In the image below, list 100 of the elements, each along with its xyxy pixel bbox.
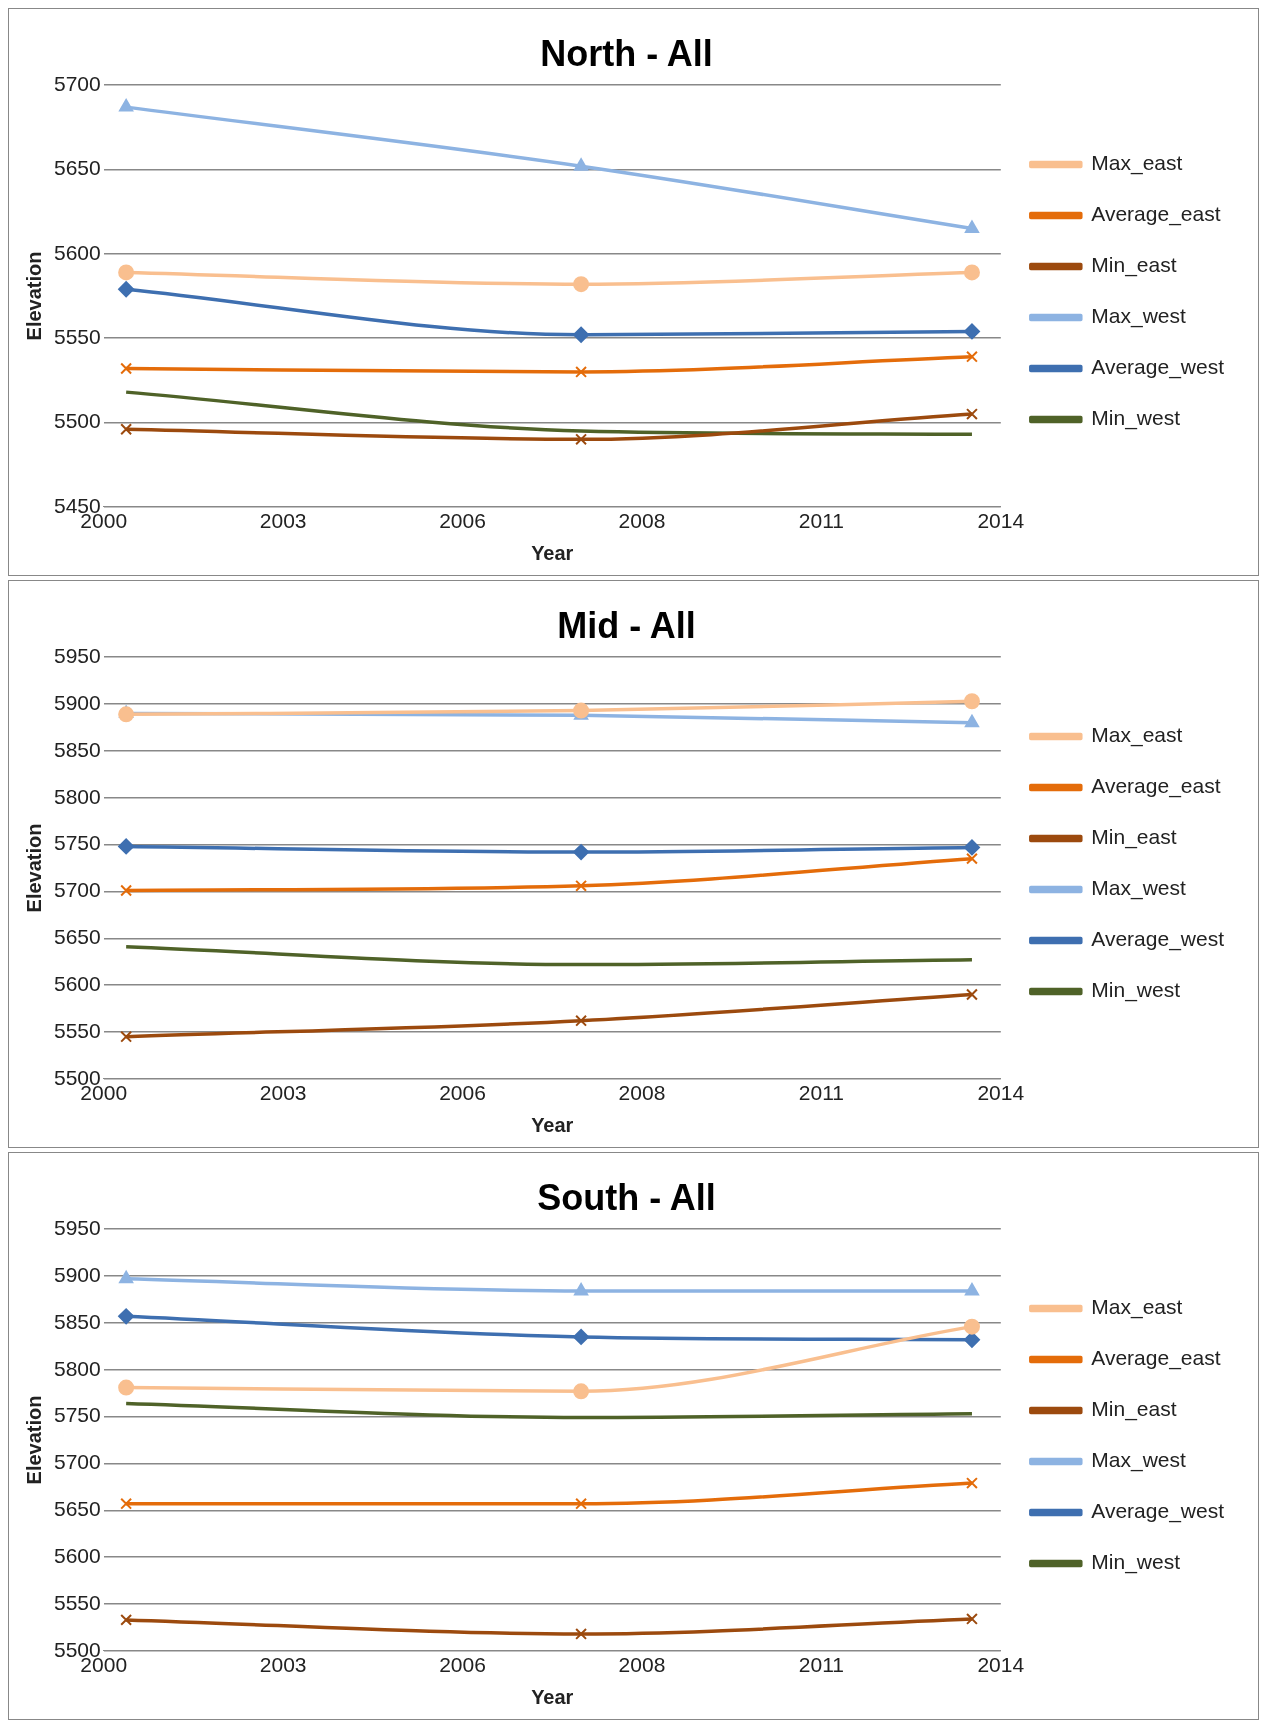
y-tick-label: 5650 xyxy=(54,1497,101,1521)
legend-label: Min_east xyxy=(1091,1397,1177,1422)
legend-label: Max_east xyxy=(1091,151,1183,176)
legend-label: Average_west xyxy=(1091,355,1225,380)
x-tick-label: 2003 xyxy=(259,509,307,533)
point xyxy=(964,714,980,728)
point xyxy=(118,264,135,281)
y-tick-label: 5700 xyxy=(54,878,101,902)
x-tick-label: 2008 xyxy=(618,509,666,533)
legend-label: Max_east xyxy=(1091,1295,1183,1320)
y-tick-label: 5600 xyxy=(54,1543,101,1567)
point xyxy=(119,1270,134,1284)
legend-label: Average_east xyxy=(1091,1346,1221,1371)
legend-label: Average_east xyxy=(1091,202,1221,227)
y-tick-label: 5700 xyxy=(54,1450,101,1474)
point xyxy=(120,884,133,897)
y-tick-label: 5650 xyxy=(54,925,101,949)
point xyxy=(573,702,590,719)
point xyxy=(120,423,133,436)
point xyxy=(966,1613,978,1625)
x-axis-title: Year xyxy=(531,541,574,564)
legend-label: Average_west xyxy=(1091,1499,1225,1524)
y-tick-label: 5800 xyxy=(54,784,101,808)
x-tick-label: 2011 xyxy=(798,509,844,533)
point xyxy=(963,1318,980,1335)
y-tick-label: 5900 xyxy=(54,690,101,714)
legend-label: Max_east xyxy=(1091,723,1183,748)
y-tick-label: 5700 xyxy=(54,72,101,95)
y-tick-label: 5950 xyxy=(54,1216,101,1239)
y-tick-label: 5850 xyxy=(54,1309,101,1333)
chart-title: Mid - All xyxy=(557,604,696,646)
y-tick-label: 5750 xyxy=(54,1403,101,1427)
x-tick-label: 2011 xyxy=(798,1081,844,1105)
point xyxy=(119,99,134,112)
point xyxy=(118,1308,135,1325)
y-tick-label: 5950 xyxy=(54,644,101,667)
legend-label: Min_west xyxy=(1091,406,1181,431)
x-tick-label: 2003 xyxy=(259,1653,307,1677)
legend-label: Max_west xyxy=(1091,876,1186,901)
point xyxy=(120,1030,133,1043)
legend-label: Average_west xyxy=(1091,927,1225,952)
point xyxy=(573,326,590,343)
point xyxy=(120,1497,133,1510)
x-tick-label: 2003 xyxy=(259,1081,307,1105)
y-tick-label: 5600 xyxy=(54,971,101,995)
point xyxy=(963,839,980,856)
point xyxy=(573,1328,590,1345)
y-axis-title: Elevation xyxy=(22,823,45,913)
point xyxy=(575,1627,588,1640)
x-tick-label: 2008 xyxy=(618,1081,666,1105)
point xyxy=(120,1613,133,1626)
point xyxy=(964,220,980,234)
y-axis-title: Elevation xyxy=(22,1395,45,1485)
point xyxy=(574,158,589,171)
x-tick-label: 2014 xyxy=(977,509,1025,533)
point xyxy=(118,706,135,723)
x-tick-label: 2011 xyxy=(798,1653,844,1677)
point xyxy=(575,433,588,446)
y-tick-label: 5800 xyxy=(54,1356,101,1380)
point xyxy=(573,1383,590,1400)
y-tick-label: 5850 xyxy=(54,737,101,761)
point xyxy=(966,408,978,420)
legend-label: Average_east xyxy=(1091,774,1221,799)
point xyxy=(575,365,588,378)
y-tick-label: 5550 xyxy=(54,1018,101,1042)
point xyxy=(963,693,980,710)
y-tick-label: 5500 xyxy=(54,409,101,433)
x-axis-title: Year xyxy=(531,1113,574,1136)
legend-label: Min_east xyxy=(1091,253,1177,278)
point xyxy=(573,844,590,861)
x-tick-label: 2006 xyxy=(439,509,486,533)
point xyxy=(966,1477,978,1490)
y-tick-label: 5900 xyxy=(54,1262,101,1286)
point xyxy=(966,852,978,865)
point xyxy=(575,1014,588,1027)
point xyxy=(118,1379,135,1396)
point xyxy=(118,838,135,855)
x-tick-label: 2006 xyxy=(439,1081,486,1105)
point xyxy=(575,1497,588,1510)
point xyxy=(963,264,980,281)
y-tick-label: 5750 xyxy=(54,831,101,855)
point xyxy=(966,988,978,1001)
point xyxy=(963,323,980,340)
legend-label: Max_west xyxy=(1091,1448,1186,1473)
y-tick-label: 5550 xyxy=(54,1590,101,1614)
legend-label: Max_west xyxy=(1091,304,1186,329)
y-tick-label: 5550 xyxy=(54,324,101,348)
point xyxy=(573,276,590,293)
y-axis-title: Elevation xyxy=(22,251,45,341)
point xyxy=(966,350,978,363)
legend-label: Min_east xyxy=(1091,825,1177,850)
legend-label: Min_west xyxy=(1091,1550,1181,1575)
x-tick-label: 2006 xyxy=(439,1653,486,1677)
point xyxy=(964,1283,980,1296)
x-tick-label: 2008 xyxy=(618,1653,666,1677)
y-tick-label: 5600 xyxy=(54,240,101,264)
chart-title: South - All xyxy=(537,1176,716,1218)
chart-title: North - All xyxy=(540,32,713,74)
y-tick-label: 5650 xyxy=(54,156,101,180)
legend-label: Min_west xyxy=(1091,978,1181,1003)
